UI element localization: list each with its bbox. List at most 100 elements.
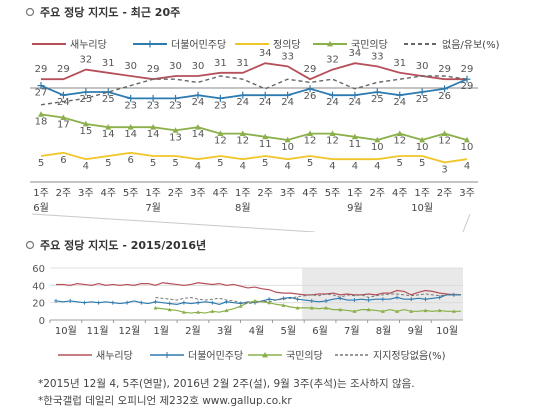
data-label: 33: [371, 51, 384, 62]
data-label: 5: [262, 158, 268, 169]
x-tick-label: 1주: [145, 188, 161, 199]
x-tick-label: 2주: [437, 188, 453, 199]
data-label: 29: [438, 64, 451, 75]
data-label: 3: [441, 164, 447, 175]
chart-2015-2016: 주요 정당 지지도 - 2015/2016년 0 20 40 60 10월 11월 12월 1월…: [25, 238, 463, 362]
legend-label: 더불어민주당: [171, 39, 226, 51]
data-label: 25: [416, 94, 429, 105]
data-label: 26: [438, 91, 451, 102]
x-tick-label: 5주: [123, 188, 139, 199]
series-line: [41, 62, 467, 81]
series-line: [40, 113, 468, 141]
data-label: 25: [79, 94, 92, 105]
x-tick-label: 5주: [325, 188, 341, 199]
data-label: 4: [240, 161, 246, 172]
data-label: 29: [461, 81, 474, 92]
x-tick-label: 3주: [459, 188, 475, 199]
data-label: 31: [393, 58, 406, 69]
data-label: 10: [371, 142, 384, 153]
data-marker: [395, 309, 400, 313]
data-label: 24: [393, 97, 406, 108]
data-marker: [167, 307, 172, 312]
data-label: 14: [192, 129, 205, 140]
x-tick-label: 4주: [392, 188, 408, 199]
data-marker: [396, 130, 403, 136]
data-label: 29: [57, 64, 70, 75]
y-tick-label: 40: [32, 281, 45, 292]
x-tick-label: 4월: [249, 325, 265, 337]
data-label: 29: [147, 64, 160, 75]
data-label: 5: [307, 158, 313, 169]
data-marker: [194, 124, 201, 130]
data-label: 25: [102, 94, 115, 105]
x-tick-label: 1월: [153, 325, 169, 337]
x-tick-label: 6월: [312, 325, 328, 337]
data-marker: [307, 130, 314, 136]
series-line: [155, 300, 461, 314]
data-label: 27: [35, 88, 48, 99]
data-label: 30: [416, 61, 429, 72]
legend-label: 국민의당: [351, 39, 388, 51]
data-label: 33: [281, 51, 294, 62]
data-label: 29: [35, 64, 48, 75]
series-line: [56, 282, 461, 296]
data-label: 4: [374, 161, 380, 172]
footnote-survey-gaps: *2015년 12월 4, 5주(연말), 2016년 2월 2주(설), 9월…: [38, 378, 415, 390]
data-label: 6: [127, 155, 133, 166]
data-label: 14: [147, 129, 160, 140]
data-label: 4: [83, 161, 89, 172]
legend-label: 새누리당: [96, 350, 133, 362]
data-label: 4: [195, 161, 201, 172]
y-tick-label: 20: [32, 299, 45, 310]
series-line: [40, 78, 468, 100]
x-tick-label: 3주: [280, 188, 296, 199]
data-marker: [82, 120, 89, 127]
data-marker: [351, 133, 358, 140]
data-marker: [352, 309, 357, 313]
data-label: 24: [349, 97, 362, 108]
data-label: 24: [192, 97, 205, 108]
x-tick-label: 1주: [33, 188, 49, 199]
data-label: 11: [259, 139, 272, 150]
x-tick-label: 2주: [168, 188, 184, 199]
title-bullet-icon: [25, 7, 35, 17]
data-label: 26: [304, 91, 317, 102]
data-marker: [423, 308, 428, 313]
y-tick-label: 60: [32, 264, 45, 275]
x-month-label: 9월: [347, 202, 363, 214]
data-marker: [217, 130, 224, 136]
data-label: 30: [124, 61, 137, 72]
x-month-label: 7월: [145, 202, 161, 214]
data-label: 24: [57, 97, 70, 108]
chart-title: 주요 정당 지지도 - 2015/2016년: [40, 238, 206, 252]
legend-marker: [262, 352, 268, 358]
data-marker: [464, 136, 470, 143]
data-label: 24: [259, 97, 272, 108]
data-label: 12: [326, 136, 339, 147]
x-tick-label: 4주: [302, 188, 318, 199]
data-label: 5: [38, 158, 44, 169]
data-marker: [267, 300, 272, 305]
data-label: 18: [35, 116, 48, 127]
x-tick-label: 3주: [78, 188, 94, 199]
data-marker: [181, 310, 186, 314]
data-marker: [172, 127, 179, 133]
data-marker: [451, 309, 456, 313]
data-label: 31: [214, 58, 227, 69]
data-label: 15: [79, 126, 92, 137]
data-label: 12: [214, 136, 227, 147]
legend-label: 더불어민주당: [188, 350, 243, 362]
x-month-label: 8월: [235, 202, 251, 214]
x-tick-label: 10월: [436, 325, 458, 337]
x-month-label: 6월: [33, 202, 49, 214]
title-bullet-icon: [25, 240, 35, 250]
x-tick-label: 8월: [376, 325, 392, 337]
data-marker: [419, 136, 426, 143]
data-label: 24: [281, 97, 294, 108]
data-label: 12: [393, 136, 406, 147]
data-marker: [127, 124, 134, 130]
data-label: 34: [349, 48, 362, 59]
data-label: 23: [124, 100, 137, 111]
legend-label: 국민의당: [286, 350, 323, 362]
data-label: 4: [329, 161, 335, 172]
